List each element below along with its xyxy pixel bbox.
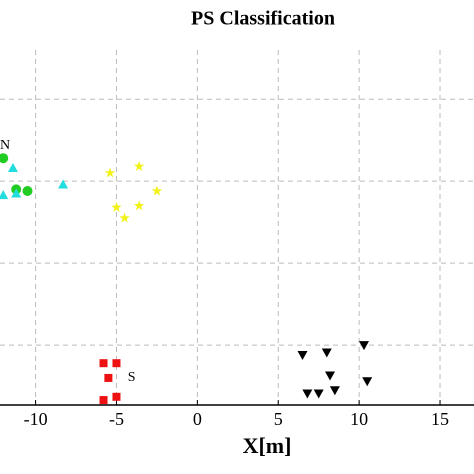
x-tick-label: -10 [24, 409, 48, 429]
x-tick-label: 5 [274, 409, 283, 429]
point [313, 389, 324, 399]
x-tick-label: -5 [109, 409, 124, 429]
x-axis-label: X[m] [243, 433, 292, 458]
point [302, 389, 313, 399]
point [104, 167, 116, 178]
point [358, 341, 369, 351]
point [111, 201, 122, 212]
point [119, 212, 130, 223]
point [297, 350, 308, 360]
chart-title: PS Classification [191, 8, 335, 30]
point [325, 371, 336, 381]
point [0, 153, 9, 164]
x-tick-label: 10 [350, 409, 368, 429]
point [99, 396, 108, 405]
point [133, 200, 145, 211]
x-tick-label: 15 [431, 409, 449, 429]
point [112, 392, 121, 401]
point [104, 373, 113, 382]
point [112, 359, 121, 368]
point [22, 186, 33, 197]
x-tick-label: 0 [193, 409, 202, 429]
point [0, 190, 9, 200]
point [99, 359, 108, 368]
annotation: N [0, 138, 10, 153]
annotation: S [128, 370, 136, 385]
point [133, 160, 145, 171]
point [58, 179, 69, 189]
point [321, 348, 332, 358]
point [329, 386, 340, 396]
point [11, 188, 22, 198]
point [7, 163, 18, 173]
point [362, 377, 373, 387]
point [151, 185, 163, 196]
